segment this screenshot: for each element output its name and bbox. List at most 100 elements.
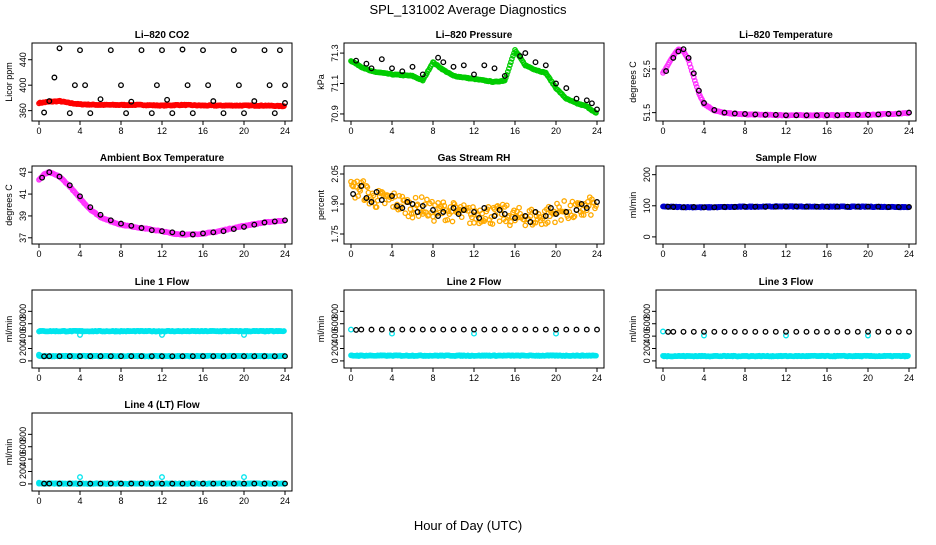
- data-point: [159, 47, 165, 54]
- data-point: [97, 480, 104, 487]
- data-point: [71, 82, 78, 89]
- y-tick-label: 400: [18, 78, 28, 93]
- data-point: [501, 211, 508, 217]
- data-point: [906, 109, 912, 116]
- data-point: [189, 110, 196, 117]
- data-point: [532, 209, 539, 215]
- y-tick-label: 37: [18, 233, 28, 243]
- x-tick-label: 20: [863, 126, 873, 136]
- data-point: [772, 328, 779, 335]
- data-point: [690, 204, 697, 210]
- data-point: [512, 326, 518, 333]
- data-point: [220, 228, 227, 235]
- data-point: [793, 112, 800, 119]
- panel-title: Line 2 Flow: [447, 277, 502, 288]
- data-point: [762, 328, 769, 335]
- data-point: [389, 326, 395, 333]
- data-point: [77, 353, 83, 360]
- x-tick-label: 16: [510, 373, 520, 383]
- data-point: [368, 65, 375, 72]
- data-point: [179, 230, 186, 237]
- data-point: [66, 110, 73, 117]
- data-point: [508, 59, 514, 66]
- data-point: [241, 331, 247, 338]
- series-1: [36, 97, 287, 110]
- x-tick-label: 24: [904, 373, 914, 383]
- y-tick-label: 800: [18, 427, 28, 442]
- data-point: [455, 211, 462, 217]
- data-point: [56, 173, 63, 180]
- data-point: [573, 326, 580, 333]
- x-tick-label: 20: [551, 249, 561, 259]
- panel-title: Li–820 Pressure: [436, 30, 513, 41]
- data-point: [690, 328, 697, 335]
- data-point: [230, 353, 237, 360]
- data-point: [460, 207, 467, 213]
- data-point: [77, 331, 83, 338]
- y-axis-label: Licor ppm: [4, 62, 14, 102]
- data-point: [594, 199, 600, 205]
- data-point: [532, 326, 539, 333]
- series-1: [348, 47, 599, 116]
- data-point: [230, 47, 237, 54]
- data-point: [358, 326, 365, 333]
- data-point: [449, 218, 456, 225]
- data-point: [875, 203, 882, 210]
- data-point: [854, 328, 861, 335]
- data-point: [701, 100, 707, 106]
- data-point: [503, 202, 510, 209]
- data-point: [440, 59, 447, 66]
- y-tick-label: 0: [18, 358, 28, 363]
- x-tick-label: 12: [157, 249, 167, 259]
- data-point: [230, 226, 237, 233]
- y-tick-label: 600: [18, 316, 28, 331]
- data-point: [399, 68, 406, 75]
- data-point: [501, 326, 508, 333]
- data-point: [148, 227, 155, 234]
- data-point: [516, 204, 522, 211]
- data-point: [844, 111, 851, 118]
- y-tick-label: 41: [18, 189, 28, 199]
- x-tick-label: 20: [863, 373, 873, 383]
- data-point: [435, 54, 442, 61]
- x-tick-label: 16: [822, 249, 832, 259]
- data-point: [107, 353, 114, 360]
- y-tick-label: 200: [330, 341, 340, 356]
- data-point: [373, 204, 380, 210]
- x-tick-label: 8: [742, 373, 747, 383]
- data-point: [419, 203, 426, 209]
- data-point: [360, 178, 367, 184]
- x-tick-label: 0: [660, 126, 665, 136]
- data-point: [394, 203, 401, 209]
- data-point: [570, 214, 577, 221]
- data-point: [502, 218, 509, 225]
- data-point: [251, 98, 258, 105]
- data-point: [527, 219, 534, 225]
- data-point: [772, 111, 779, 118]
- data-point: [184, 82, 191, 89]
- y-tick-label: 200: [642, 341, 652, 356]
- series-2: [665, 203, 912, 211]
- panel-title: Li–820 CO2: [135, 30, 190, 41]
- data-point: [399, 326, 406, 333]
- data-point: [66, 353, 73, 360]
- data-point: [844, 203, 851, 210]
- data-point: [665, 328, 672, 335]
- data-point: [834, 112, 841, 119]
- data-point: [261, 353, 268, 360]
- data-point: [680, 328, 687, 335]
- y-tick-label: 600: [642, 316, 652, 331]
- x-tick-label: 16: [198, 373, 208, 383]
- x-tick-label: 24: [280, 373, 290, 383]
- data-point: [512, 215, 518, 221]
- x-tick-label: 16: [822, 373, 832, 383]
- series-1: [36, 327, 287, 335]
- data-point: [128, 480, 135, 487]
- y-tick-label: 200: [642, 167, 652, 182]
- x-tick-label: 4: [389, 126, 394, 136]
- data-point: [430, 326, 436, 333]
- data-point: [148, 480, 155, 487]
- data-point: [210, 98, 217, 105]
- data-point: [573, 95, 580, 102]
